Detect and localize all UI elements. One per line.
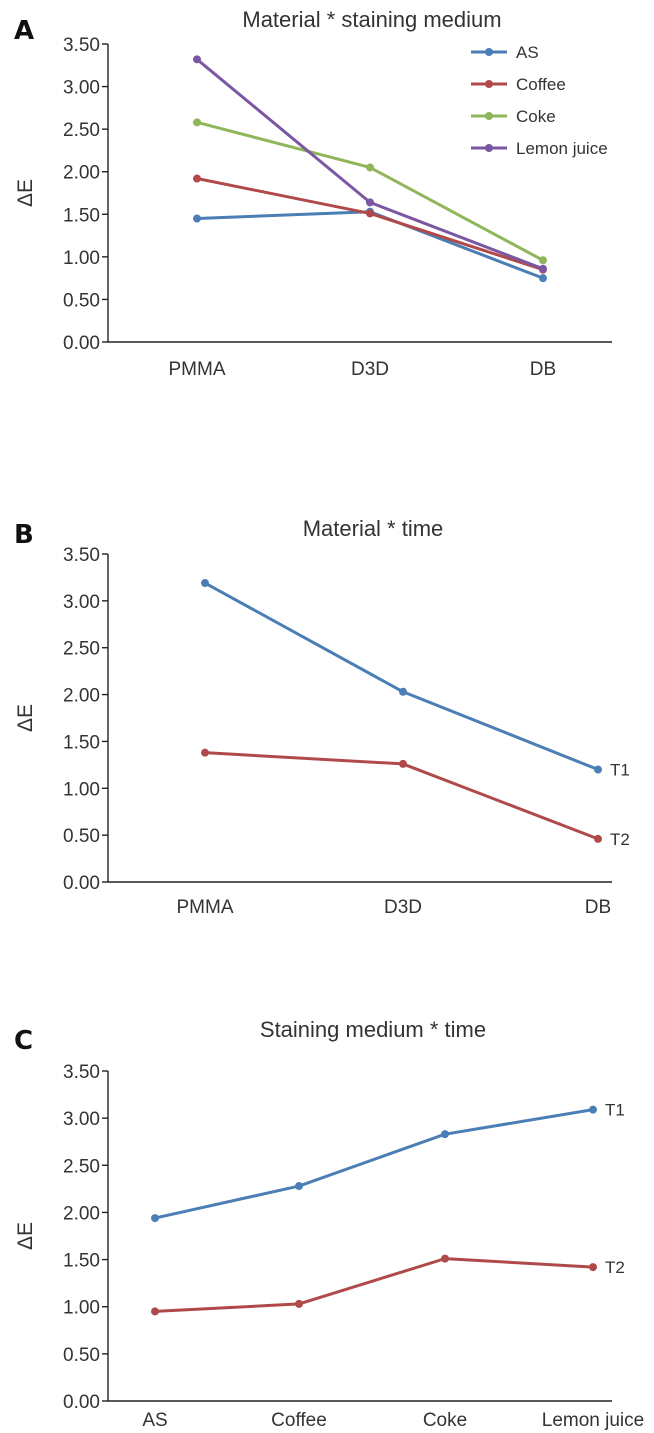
y-tick-label: 2.50 xyxy=(63,639,100,660)
chart-title: Staining medium * time xyxy=(260,1017,486,1042)
x-tick-label: DB xyxy=(585,897,611,918)
data-point xyxy=(201,748,209,757)
x-tick-label: D3D xyxy=(384,897,422,918)
x-tick-label: Lemon juice xyxy=(542,1410,644,1431)
panel-letter: C xyxy=(14,1026,34,1056)
series-end-label: T2 xyxy=(610,830,630,849)
chart-panel-c: C Staining medium * time ΔE 0.00 0.50 1.00 1.… xyxy=(0,990,654,1433)
y-axis-label: ΔE xyxy=(14,704,37,732)
series-end-label: T2 xyxy=(605,1258,625,1277)
series-line xyxy=(195,120,545,262)
data-point xyxy=(594,834,602,843)
y-tick-label: 3.50 xyxy=(63,1062,100,1083)
y-tick-label: 3.50 xyxy=(63,545,100,566)
legend-swatch-marker xyxy=(485,144,493,152)
y-axis-label: ΔE xyxy=(14,1222,37,1250)
y-tick-label: 0.50 xyxy=(63,290,100,311)
data-point xyxy=(539,256,547,265)
y-tick-label: 0.50 xyxy=(63,1345,100,1366)
x-tick-label: Coke xyxy=(423,1410,467,1431)
data-point xyxy=(201,579,209,588)
data-point xyxy=(295,1299,303,1308)
chart-panel-b: B Material * time ΔE 0.00 0.50 1.00 1.50 2.00 2… xyxy=(0,490,654,930)
series-line xyxy=(195,210,545,280)
data-point xyxy=(594,765,602,774)
y-tick-label: 1.50 xyxy=(63,1251,100,1272)
data-point xyxy=(399,687,407,696)
x-tick-label: PMMA xyxy=(177,897,234,918)
y-tick-label: 0.50 xyxy=(63,826,100,847)
data-point xyxy=(399,759,407,768)
data-point xyxy=(589,1105,597,1114)
series-end-label: T1 xyxy=(605,1101,625,1120)
y-tick-label: 3.00 xyxy=(63,1109,100,1130)
panel-letter: B xyxy=(14,520,34,550)
chart-title: Material * staining medium xyxy=(242,7,501,32)
y-tick-label: 1.50 xyxy=(63,732,100,753)
chart-a: Material * staining medium ΔE 0.00 0.50 1.00… xyxy=(14,7,612,380)
data-point xyxy=(366,198,374,207)
series-line xyxy=(195,177,545,272)
series-line xyxy=(153,1257,595,1313)
data-point xyxy=(193,174,201,183)
chart-panel-a: A Material * staining medium ΔE 0.00 0.50 1.… xyxy=(0,0,654,420)
y-tick-label: 3.00 xyxy=(63,78,100,99)
legend-label: AS xyxy=(516,43,539,62)
legend-swatch-marker xyxy=(485,112,493,120)
x-tick-label: AS xyxy=(142,1410,167,1431)
data-point xyxy=(539,264,547,273)
data-point xyxy=(539,274,547,283)
data-point xyxy=(441,1130,449,1139)
y-axis-label: ΔE xyxy=(14,179,37,207)
data-point xyxy=(151,1214,159,1223)
data-point xyxy=(193,55,201,64)
y-tick-label: 1.50 xyxy=(63,205,100,226)
series-line xyxy=(153,1108,595,1220)
panel-letter: A xyxy=(14,16,35,46)
chart-b: Material * time ΔE 0.00 0.50 1.00 1.50 2.00 2.5… xyxy=(14,516,630,918)
x-tick-label: PMMA xyxy=(169,359,226,380)
legend-swatch-marker xyxy=(485,48,493,56)
y-tick-label: 3.50 xyxy=(63,35,100,56)
x-tick-label: D3D xyxy=(351,359,389,380)
y-tick-label: 1.00 xyxy=(63,1298,100,1319)
data-point xyxy=(193,118,201,127)
y-tick-label: 2.00 xyxy=(63,1203,100,1224)
data-point xyxy=(589,1263,597,1272)
legend-label: Coke xyxy=(516,107,556,126)
legend-label: Coffee xyxy=(516,75,566,94)
y-tick-label: 2.00 xyxy=(63,163,100,184)
x-tick-label: DB xyxy=(530,359,556,380)
y-tick-label: 0.00 xyxy=(63,333,100,354)
y-tick-label: 1.00 xyxy=(63,779,100,800)
y-tick-label: 2.50 xyxy=(63,120,100,141)
chart-c: Staining medium * time ΔE 0.00 0.50 1.00 1.50… xyxy=(14,1017,644,1431)
series-end-label: T1 xyxy=(610,761,630,780)
y-tick-label: 0.00 xyxy=(63,1392,100,1413)
y-tick-label: 0.00 xyxy=(63,873,100,894)
data-point xyxy=(441,1254,449,1263)
x-tick-label: Coffee xyxy=(271,1410,327,1431)
data-point xyxy=(366,163,374,172)
legend-swatch-marker xyxy=(485,80,493,88)
series-line xyxy=(203,581,600,772)
data-point xyxy=(366,209,374,218)
y-tick-label: 2.00 xyxy=(63,686,100,707)
data-point xyxy=(151,1307,159,1316)
chart-title: Material * time xyxy=(303,516,444,541)
y-tick-label: 2.50 xyxy=(63,1156,100,1177)
legend-label: Lemon juice xyxy=(516,139,608,158)
y-tick-label: 1.00 xyxy=(63,248,100,269)
data-point xyxy=(295,1182,303,1191)
data-point xyxy=(193,214,201,223)
y-tick-label: 3.00 xyxy=(63,592,100,613)
